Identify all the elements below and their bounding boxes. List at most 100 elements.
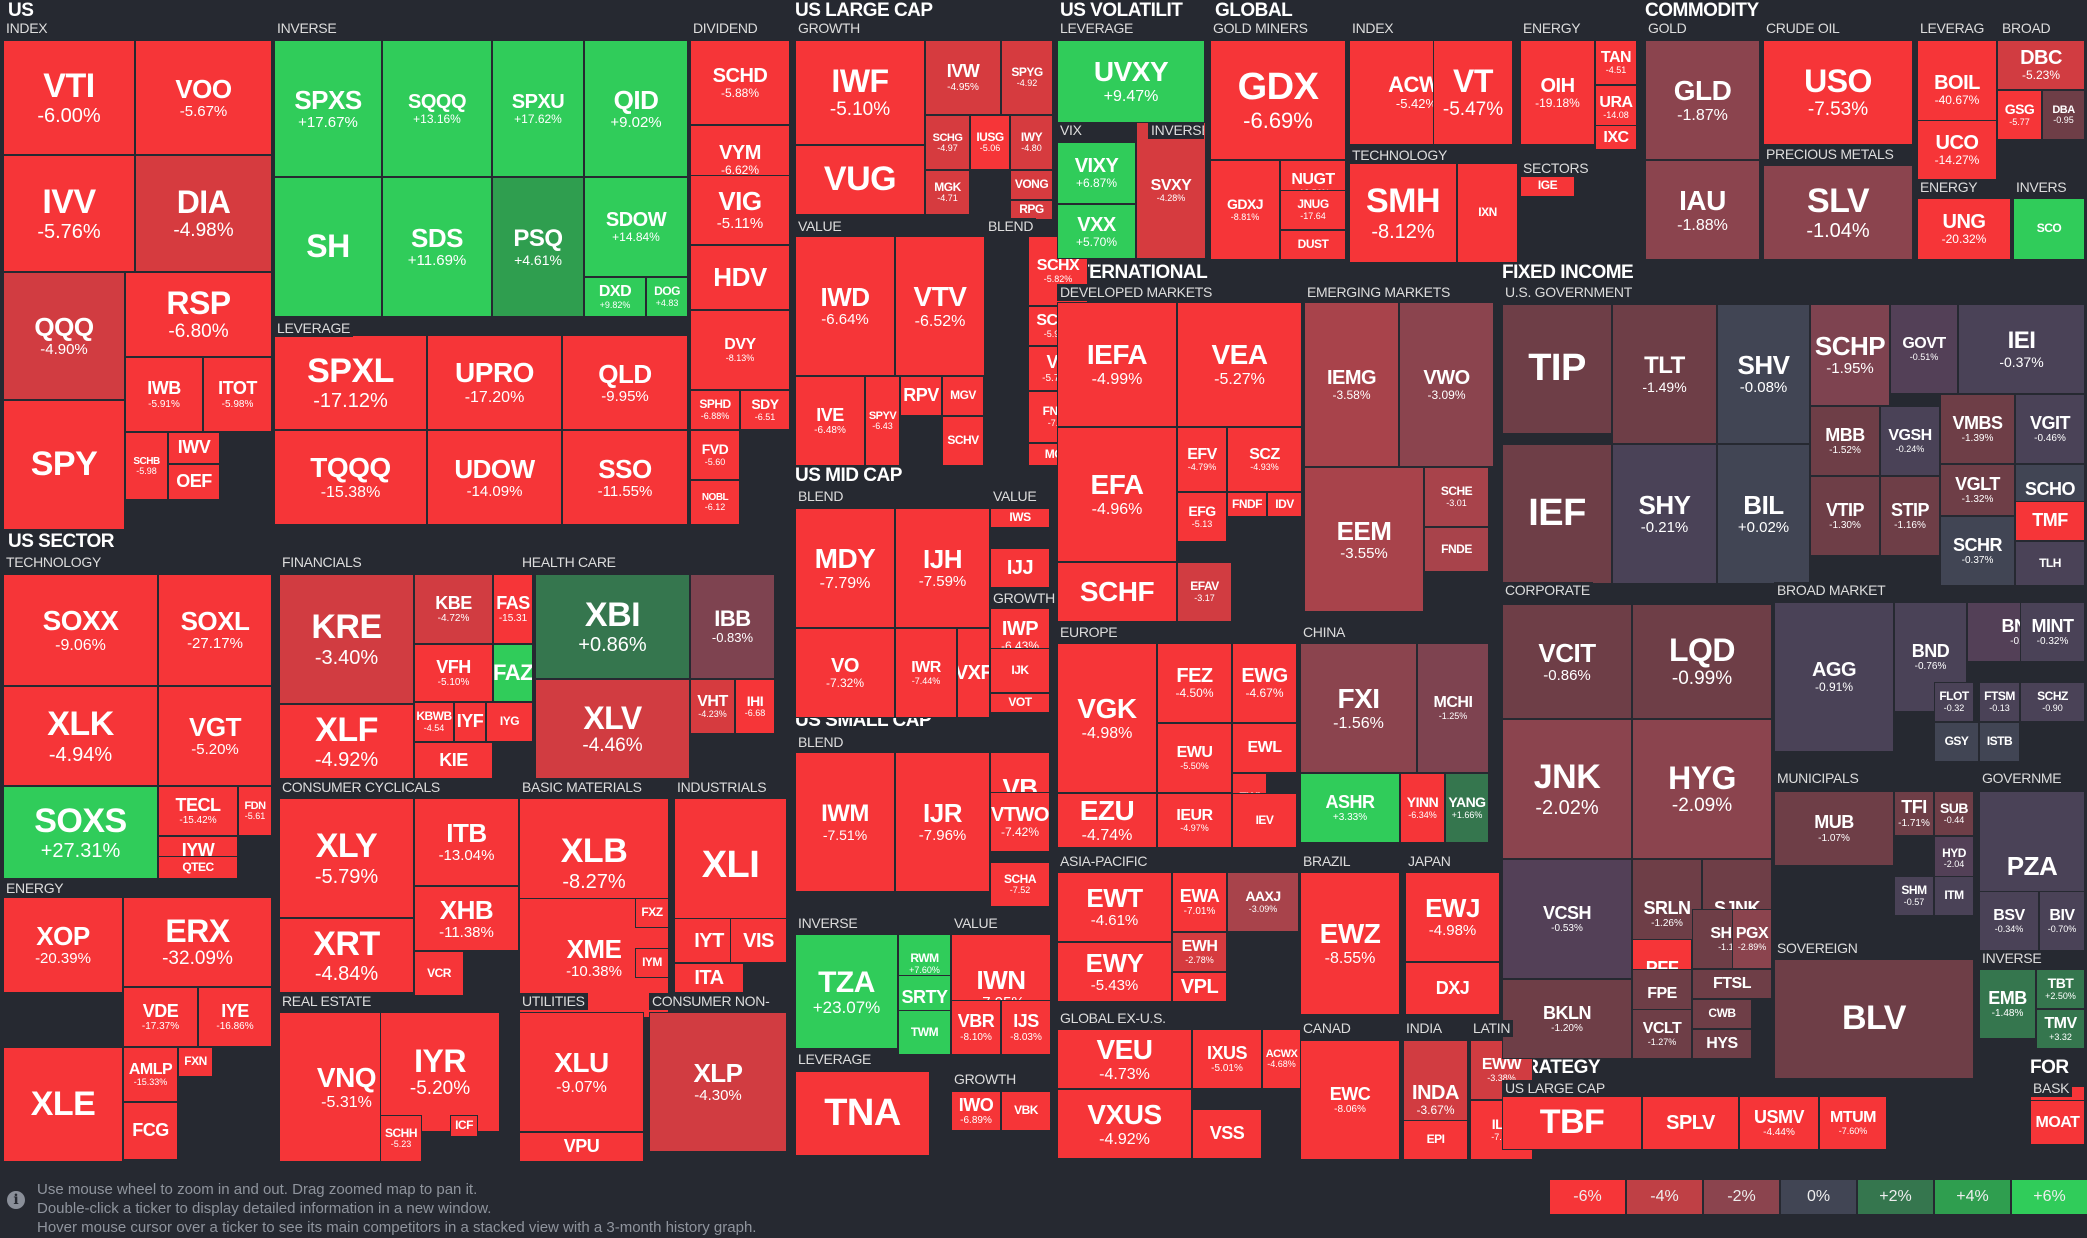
ticker-tile-bil[interactable]: BIL +0.02% (1717, 444, 1810, 584)
ticker-tile-iym[interactable]: IYM (635, 948, 669, 978)
ticker-tile-twm[interactable]: TWM (898, 1010, 951, 1055)
ticker-tile-dbc[interactable]: DBC -5.23% (1997, 40, 2085, 90)
ticker-tile-spyv[interactable]: SPYV -6.43 (865, 376, 900, 466)
ticker-tile-ief[interactable]: IEF (1502, 444, 1612, 584)
ticker-tile-epi[interactable]: EPI (1403, 1120, 1468, 1160)
ticker-tile-xlu[interactable]: XLU -9.07% (519, 1012, 644, 1132)
ticker-tile-biv[interactable]: BIV -0.70% (2039, 891, 2085, 951)
ticker-tile-iwd[interactable]: IWD -6.64% (795, 236, 895, 376)
ticker-tile-tlh[interactable]: TLH (2015, 541, 2085, 586)
ticker-tile-vbk[interactable]: VBK (1001, 1091, 1051, 1131)
ticker-tile-ung[interactable]: UNG -20.32% (1917, 198, 2011, 260)
ticker-tile-qqq[interactable]: QQQ -4.90% (3, 272, 125, 400)
ticker-tile-ewh[interactable]: EWH -2.78% (1172, 932, 1227, 972)
ticker-tile-ijr[interactable]: IJR -7.96% (895, 752, 990, 892)
ticker-tile-hdv[interactable]: HDV (690, 245, 790, 310)
ticker-tile-itot[interactable]: ITOT -5.98% (203, 357, 272, 432)
ticker-tile-vwo[interactable]: VWO -3.09% (1399, 302, 1494, 467)
ticker-tile-ewz[interactable]: EWZ -8.55% (1300, 872, 1400, 1015)
ticker-tile-mdy[interactable]: MDY -7.79% (795, 508, 895, 628)
ticker-tile-uvxy[interactable]: UVXY +9.47% (1057, 40, 1205, 123)
ticker-tile-slv[interactable]: SLV -1.04% (1763, 165, 1913, 260)
ticker-tile-veu[interactable]: VEU -4.73% (1057, 1029, 1192, 1089)
ticker-tile-hyd[interactable]: HYD -2.04 (1934, 836, 1974, 881)
ticker-tile-mbb[interactable]: MBB -1.52% (1810, 406, 1880, 476)
ticker-tile-ige[interactable]: IGE (1520, 175, 1575, 197)
ticker-tile-gsg[interactable]: GSG -5.77 (1997, 90, 2042, 140)
ticker-tile-fas[interactable]: FAS -15.31 (493, 574, 533, 644)
ticker-tile-ura[interactable]: URA -14.08 (1595, 85, 1637, 130)
ticker-tile-oih[interactable]: OIH -19.18% (1520, 40, 1595, 145)
ticker-tile-svxy[interactable]: SVXY -4.28% (1136, 122, 1206, 259)
ticker-tile-tbf[interactable]: TBF (1502, 1096, 1642, 1150)
ticker-tile-soxx[interactable]: SOXX -9.06% (3, 574, 158, 686)
ticker-tile-vig[interactable]: VIG -5.11% (690, 175, 790, 245)
ticker-tile-tip[interactable]: TIP (1502, 304, 1612, 434)
ticker-tile-eem[interactable]: EEM -3.55% (1304, 467, 1424, 612)
ticker-tile-schd[interactable]: SCHD -5.88% (690, 40, 790, 125)
ticker-tile-splv[interactable]: SPLV (1642, 1096, 1739, 1150)
ticker-tile-spy[interactable]: SPY (3, 400, 125, 530)
ticker-tile-iwf[interactable]: IWF -5.10% (795, 40, 925, 145)
ticker-tile-gdx[interactable]: GDX -6.69% (1210, 40, 1346, 160)
ticker-tile-vt[interactable]: VT -5.47% (1433, 40, 1513, 145)
ticker-tile-stip[interactable]: STIP -1.16% (1880, 476, 1940, 556)
ticker-tile-upro[interactable]: UPRO -17.20% (427, 335, 562, 430)
ticker-tile-qtec[interactable]: QTEC (158, 856, 238, 879)
ticker-tile-moat[interactable]: MOAT (2030, 1100, 2085, 1145)
ticker-tile-sdow[interactable]: SDOW +14.84% (584, 177, 688, 277)
ticker-tile-ita[interactable]: ITA (674, 963, 744, 993)
ticker-tile-tfi[interactable]: TFI -1.71% (1894, 791, 1934, 836)
ticker-tile-xrt[interactable]: XRT -4.84% (279, 918, 414, 993)
ticker-tile-itb[interactable]: ITB -13.04% (414, 798, 519, 886)
ticker-tile-tmv[interactable]: TMV +3.32 (2036, 1009, 2085, 1049)
ticker-tile-faz[interactable]: FAZ (493, 644, 533, 702)
ticker-tile-xbi[interactable]: XBI +0.86% (535, 574, 690, 679)
ticker-tile-dia[interactable]: DIA -4.98% (135, 155, 272, 272)
ticker-tile-xhb[interactable]: XHB -11.38% (414, 886, 519, 951)
ticker-tile-govt[interactable]: GOVT -0.51% (1890, 304, 1958, 394)
ticker-tile-iau[interactable]: IAU -1.88% (1645, 160, 1760, 260)
ticker-tile-rsp[interactable]: RSP -6.80% (125, 272, 272, 357)
etf-heatmap[interactable]: US US LARGE CAP US VOLATILIT GLOBAL COMMODIT… (0, 0, 2087, 1162)
ticker-tile-ewl[interactable]: EWL (1232, 723, 1297, 773)
ticker-tile-vgsh[interactable]: VGSH -0.24% (1880, 406, 1940, 476)
ticker-tile-iusg[interactable]: IUSG -5.06 (970, 115, 1010, 170)
ticker-tile-blv[interactable]: BLV (1774, 959, 1974, 1079)
ticker-tile-vxus[interactable]: VXUS -4.92% (1057, 1089, 1192, 1159)
ticker-tile-mtum[interactable]: MTUM -7.60% (1819, 1096, 1887, 1150)
ticker-tile-voo[interactable]: VOO -5.67% (135, 40, 272, 155)
ticker-tile-ewy[interactable]: EWY -5.43% (1057, 942, 1172, 1002)
ticker-tile-agg[interactable]: AGG -0.91% (1774, 602, 1894, 752)
ticker-tile-iyf[interactable]: IYF (454, 702, 486, 742)
ticker-tile-iwo[interactable]: IWO -6.89% (951, 1091, 1001, 1131)
ticker-tile-iye[interactable]: IYE -16.86% (198, 987, 272, 1047)
ticker-tile-schv[interactable]: SCHV (942, 416, 984, 466)
ticker-tile-ixus[interactable]: IXUS -5.01% (1192, 1029, 1262, 1089)
ticker-tile-nobl[interactable]: NOBL -6.12 (690, 480, 740, 525)
ticker-tile-dxj[interactable]: DXJ (1405, 962, 1500, 1015)
ticker-tile-spxl[interactable]: SPXL -17.12% (274, 335, 427, 430)
ticker-tile-vbr[interactable]: VBR -8.10% (951, 1000, 1001, 1055)
ticker-tile-ijk[interactable]: IJK (990, 648, 1050, 693)
ticker-tile-vgk[interactable]: VGK -4.98% (1057, 643, 1157, 793)
ticker-tile-vss[interactable]: VSS (1192, 1109, 1262, 1159)
ticker-tile-xle[interactable]: XLE (3, 1047, 123, 1162)
ticker-tile-vpu[interactable]: VPU (519, 1132, 644, 1162)
ticker-tile-gld[interactable]: GLD -1.87% (1645, 40, 1760, 160)
ticker-tile-ijs[interactable]: IJS -8.03% (1001, 1000, 1051, 1055)
ticker-tile-dvy[interactable]: DVY -8.13% (690, 310, 790, 390)
ticker-tile-mgk[interactable]: MGK -4.71 (925, 170, 970, 215)
ticker-tile-vglt[interactable]: VGLT -1.32% (1940, 464, 2015, 516)
ticker-tile-yang[interactable]: YANG +1.66% (1445, 773, 1489, 843)
ticker-tile-ivw[interactable]: IVW -4.95% (925, 40, 1001, 115)
ticker-tile-vong[interactable]: VONG (1010, 170, 1053, 200)
ticker-tile-schf[interactable]: SCHF (1057, 562, 1177, 622)
ticker-tile-dust[interactable]: DUST (1280, 230, 1346, 260)
ticker-tile-shv[interactable]: SHV -0.08% (1717, 304, 1810, 444)
ticker-tile-mchi[interactable]: MCHI -1.25% (1417, 643, 1489, 773)
ticker-tile-tlt[interactable]: TLT -1.49% (1612, 304, 1717, 444)
ticker-tile-sche[interactable]: SCHE -3.01 (1424, 467, 1489, 527)
ticker-tile-vis[interactable]: VIS (730, 918, 787, 963)
ticker-tile-sdy[interactable]: SDY -6.51 (740, 390, 790, 430)
